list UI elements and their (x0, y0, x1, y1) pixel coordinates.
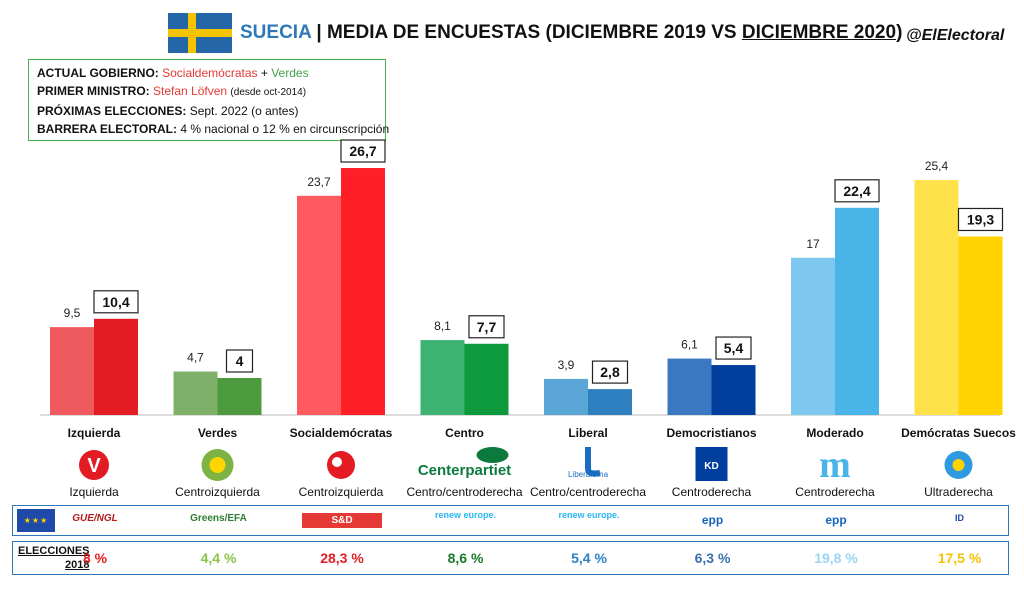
ideology-label: Centroderecha (672, 485, 752, 499)
party-logo-text: Liberalerna (568, 470, 609, 479)
eu-groups-row: ★★★ GUE/NGL Greens/EFA S&D renew europe. ren… (12, 505, 1009, 536)
x-tick-label: Verdes (198, 426, 238, 440)
bar-2019 (667, 358, 712, 415)
bar-2019 (544, 378, 588, 415)
data-label-2020: 4 (236, 353, 244, 369)
election-result: 28,3 % (320, 550, 364, 566)
bar-2019 (297, 195, 341, 415)
bar-2019 (914, 180, 959, 415)
eu-group-logo: S&D (302, 513, 382, 528)
data-label-2019: 4,7 (187, 351, 204, 365)
data-label-2020: 10,4 (102, 294, 129, 310)
data-label-2019: 6,1 (681, 338, 698, 352)
election-result: 17,5 % (937, 550, 982, 566)
data-label-2019: 23,7 (307, 175, 331, 189)
x-tick-label: Democristianos (666, 426, 756, 440)
data-label-2020: 19,3 (967, 211, 994, 227)
x-tick-label: Izquierda (68, 426, 121, 440)
party-logo-text: V (87, 455, 101, 477)
party-logo-icon (585, 447, 601, 477)
party-logo-icon (476, 447, 509, 463)
data-label-box (834, 179, 880, 203)
eu-group-logo: GUE/NGL (72, 513, 118, 524)
bar-2020 (711, 365, 756, 415)
x-tick-label: Demócratas Suecos (901, 426, 1016, 440)
party-logo-text: Centerpartiet (418, 462, 511, 479)
handle: @ElElectoral (906, 27, 1005, 44)
data-label-2019: 9,5 (64, 306, 81, 320)
eu-group-logo: renew europe. (434, 510, 497, 520)
party-logo-icon (79, 450, 109, 480)
eu-group-logo: epp (825, 513, 847, 527)
bar-2020 (217, 378, 262, 415)
data-label-2019: 25,4 (925, 159, 949, 173)
election-result: 4,4 % (200, 550, 237, 566)
bar-2020 (958, 236, 1003, 415)
bar-2020 (341, 168, 385, 415)
party-logo-text: m (819, 444, 851, 486)
data-label-box (715, 336, 752, 360)
data-label-2020: 7,7 (477, 319, 497, 335)
x-tick-label: Centro (445, 426, 484, 440)
bar-2019 (50, 327, 94, 415)
data-label-2019: 3,9 (558, 358, 575, 372)
bar-2020 (464, 343, 509, 415)
election-result: 8 % (82, 550, 108, 566)
ideology-label: Izquierda (69, 485, 119, 499)
bar-2019 (173, 371, 218, 415)
ideology-label: Centroizquierda (175, 485, 260, 499)
x-tick-label: Liberal (568, 426, 607, 440)
ideology-label: Centro/centroderecha (406, 485, 522, 499)
bar-2019 (791, 257, 835, 415)
party-logo-text: KD (704, 461, 718, 472)
bar-chart: 9,5 10,4 Izquierda V Izquierda 4,7 4 Verdes Cent… (40, 139, 1016, 499)
rose-detail (332, 457, 342, 467)
elections-row: ELECCIONES 2018 8 % 4,4 % 28,3 % 8,6 % 5,4 % 6… (12, 541, 1009, 575)
eu-group-logo: ID (955, 513, 964, 523)
anemone-center (952, 459, 965, 471)
election-result: 6,3 % (694, 550, 731, 566)
data-label-box (225, 349, 254, 373)
info-box: ACTUAL GOBIERNO: Socialdemócratas + Verd… (28, 59, 389, 141)
bar-2019 (420, 340, 465, 415)
sunflower-center (209, 457, 226, 473)
data-label-2019: 8,1 (434, 319, 451, 333)
data-label-2020: 26,7 (349, 143, 376, 159)
sweden-flag-icon (168, 13, 232, 53)
ideology-label: Centro/centroderecha (530, 485, 646, 499)
data-label-box (957, 207, 1004, 232)
party-logo-icon (695, 447, 728, 481)
election-result: 19,8 % (814, 550, 858, 566)
eu-group-logo: epp (701, 513, 724, 527)
ideology-label: Centroizquierda (299, 485, 384, 499)
election-result: 8,6 % (447, 550, 484, 566)
eu-flag-icon: ★★★ (17, 509, 55, 532)
ideology-label: Ultraderecha (924, 485, 993, 499)
data-label-2019: 17 (806, 237, 820, 251)
bar-2020 (588, 389, 632, 415)
page-title: SUECIA | MEDIA DE ENCUESTAS (DICIEMBRE 2… (240, 22, 903, 43)
elections-label: ELECCIONES 2018 (18, 545, 90, 571)
data-label-box (340, 139, 386, 163)
data-label-2020: 5,4 (724, 340, 744, 356)
data-label-2020: 2,8 (600, 364, 620, 380)
eu-group-logo: renew europe. (558, 510, 620, 520)
election-result: 5,4 % (571, 550, 607, 566)
ideology-label: Centroderecha (795, 485, 875, 499)
data-label-2020: 22,4 (843, 183, 870, 199)
eu-group-logo: Greens/EFA (190, 513, 247, 524)
bar-2020 (94, 318, 138, 415)
x-tick-label: Socialdemócratas (290, 426, 393, 440)
data-label-box (468, 315, 505, 339)
data-label-box (591, 360, 629, 384)
x-tick-label: Moderado (806, 426, 863, 440)
bar-2020 (835, 207, 879, 415)
data-label-box (93, 290, 139, 314)
